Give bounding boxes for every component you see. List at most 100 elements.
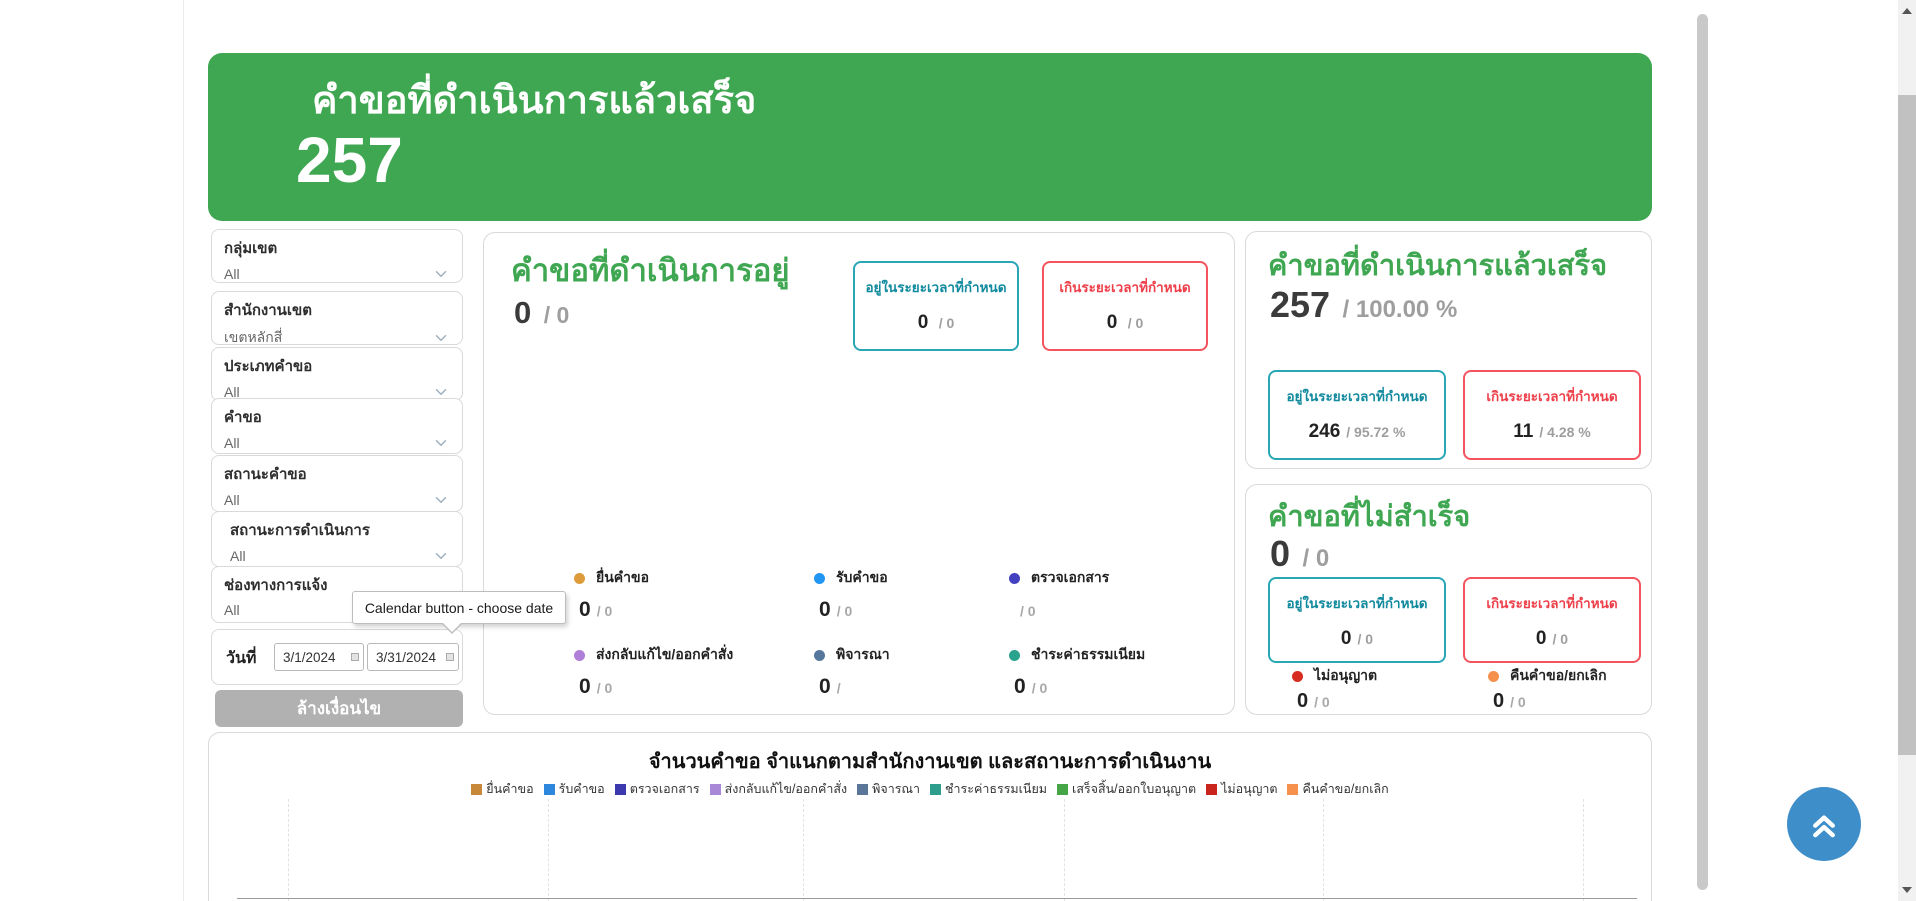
status-value-row: 0/ xyxy=(819,675,890,699)
filter-operation-status: สถานะการดำเนินการ All xyxy=(211,511,463,567)
status-value: 0 xyxy=(1493,690,1505,712)
chevron-down-icon xyxy=(435,389,447,395)
calendar-tooltip: Calendar button - choose date xyxy=(352,591,566,634)
filter-request-status: สถานะคำขอ All xyxy=(211,455,463,512)
status-item: ไม่อนุญาต 0 / 0 xyxy=(1292,665,1377,713)
selected-value: เขตหลักสี่ xyxy=(224,329,283,345)
on-time-denominator: / 0 xyxy=(1357,631,1374,647)
calendar-icon[interactable] xyxy=(351,653,359,661)
selected-value: All xyxy=(224,492,240,508)
on-time-denominator: / 95.72 % xyxy=(1346,424,1406,440)
legend-swatch xyxy=(709,783,721,795)
scroll-to-top-button[interactable] xyxy=(1787,787,1861,861)
status-label: พิจารณา xyxy=(836,646,890,662)
legend-item: ส่งกลับแก้ไข/ออกคำสั่ง xyxy=(709,779,848,799)
window-scrollbar[interactable] xyxy=(1898,0,1916,901)
container-left-border xyxy=(183,0,184,901)
legend-swatch xyxy=(1287,783,1299,795)
legend-item: ชำระค่าธรรมเนียม xyxy=(930,779,1047,799)
overdue-denominator: / 0 xyxy=(1552,631,1569,647)
start-date-wrap xyxy=(274,643,364,671)
bar-chart-panel: จำนวนคำขอ จำแนกตามสำนักงานเขต และสถานะกา… xyxy=(208,732,1652,901)
overdue-value: 0 xyxy=(1535,628,1547,649)
status-value: 0 xyxy=(819,598,831,621)
on-time-label: อยู่ในระยะเวลาที่กำหนด xyxy=(1286,596,1428,611)
status-value-row: 0 / 0 xyxy=(579,675,733,699)
panel-title: คำขอที่ไม่สำเร็จ xyxy=(1268,501,1471,533)
total-denominator: / 0 xyxy=(1302,545,1330,572)
status-label: รับคำขอ xyxy=(836,569,888,585)
legend-label: พิจารณา xyxy=(872,782,921,796)
start-date-input[interactable] xyxy=(274,643,364,671)
legend-item: เสร็จสิ้น/ออกใบอนุญาต xyxy=(1057,779,1196,799)
district-group-select[interactable]: All xyxy=(224,265,450,283)
status-item: ยื่นคำขอ 0 / 0 xyxy=(574,567,649,622)
status-dot xyxy=(1009,572,1020,584)
overdue-card: เกินระยะเวลาที่กำหนด 0 / 0 xyxy=(1463,577,1641,663)
legend-label: ชำระค่าธรรมเนียม xyxy=(945,782,1048,796)
window-scrollbar-thumb[interactable] xyxy=(1898,95,1916,755)
panel-total: 257 / 100.00 % xyxy=(1270,284,1457,326)
on-time-denominator: / 0 xyxy=(938,315,955,331)
status-value: 0 xyxy=(579,675,591,698)
selected-value: All xyxy=(230,548,246,564)
content-scrollbar-thumb[interactable] xyxy=(1697,14,1708,890)
status-item: รับคำขอ 0 / 0 xyxy=(814,567,888,622)
overdue-card: เกินระยะเวลาที่กำหนด 11 / 4.28 % xyxy=(1463,370,1641,460)
operation-status-select[interactable]: All xyxy=(224,547,450,565)
status-label: ยื่นคำขอ xyxy=(596,569,649,585)
status-item: ตรวจเอกสาร / 0 xyxy=(1009,567,1109,622)
legend-label: เสร็จสิ้น/ออกใบอนุญาต xyxy=(1072,782,1197,796)
overdue-value: 11 xyxy=(1513,421,1534,442)
district-office-select[interactable]: เขตหลักสี่ xyxy=(224,327,450,349)
failed-panel: คำขอที่ไม่สำเร็จ 0 / 0 อยู่ในระยะเวลาที่… xyxy=(1245,484,1652,715)
banner-title: คำขอที่ดำเนินการแล้วเสร็จ xyxy=(312,80,757,122)
status-dot xyxy=(814,572,825,584)
filter-label: สถานะคำขอ xyxy=(224,466,307,483)
total-value: 257 xyxy=(1270,284,1331,325)
legend-swatch xyxy=(1057,783,1069,795)
legend-label: ส่งกลับแก้ไข/ออกคำสั่ง xyxy=(724,782,848,796)
filter-label: กลุ่มเขต xyxy=(224,240,278,257)
status-denominator: / 0 xyxy=(596,603,613,619)
request-status-select[interactable]: All xyxy=(224,491,450,509)
clear-filters-button[interactable]: ล้างเงื่อนไข xyxy=(215,690,463,727)
on-time-card: อยู่ในระยะเวลาที่กำหนด 0 / 0 xyxy=(1268,577,1446,663)
completed-panel: คำขอที่ดำเนินการแล้วเสร็จ 257 / 100.00 %… xyxy=(1245,231,1652,469)
status-dot xyxy=(814,649,825,661)
legend-item: คืนคำขอ/ยกเลิก xyxy=(1287,779,1389,799)
on-time-card: อยู่ในระยะเวลาที่กำหนด 246 / 95.72 % xyxy=(1268,370,1446,460)
status-item: คืนคำขอ/ยกเลิก 0 / 0 xyxy=(1488,665,1607,713)
status-value-row: 0 / 0 xyxy=(1014,675,1145,699)
legend-item: รับคำขอ xyxy=(543,779,605,799)
chevron-down-icon xyxy=(435,271,447,277)
status-label: ชำระค่าธรรมเนียม xyxy=(1031,646,1146,662)
calendar-icon[interactable] xyxy=(446,653,454,661)
chevron-down-icon xyxy=(435,497,447,503)
legend-item: ตรวจเอกสาร xyxy=(614,779,700,799)
status-value-row: 0 / 0 xyxy=(1297,690,1377,713)
legend-label: รับคำขอ xyxy=(558,782,605,796)
status-denominator: / 0 xyxy=(596,680,613,696)
filter-district-group: กลุ่มเขต All xyxy=(211,229,463,283)
status-denominator: / xyxy=(836,680,841,696)
chart-x-axis xyxy=(237,898,1637,899)
on-time-value-row: 0 / 0 xyxy=(855,312,1017,334)
end-date-input[interactable] xyxy=(367,643,459,671)
legend-swatch xyxy=(471,783,483,795)
request-select[interactable]: All xyxy=(224,434,450,452)
scrollbar-down-arrow[interactable] xyxy=(1898,881,1916,899)
notification-channel-select[interactable]: All xyxy=(224,602,450,618)
chart-gridline xyxy=(1064,799,1065,901)
overdue-label: เกินระยะเวลาที่กำหนด xyxy=(1486,389,1618,404)
overdue-denominator: / 0 xyxy=(1127,315,1144,331)
status-dot xyxy=(1488,670,1499,682)
total-value: 0 xyxy=(514,295,532,330)
request-type-select[interactable]: All xyxy=(224,383,450,401)
status-value: 0 xyxy=(1014,675,1026,698)
filter-label: สถานะการดำเนินการ xyxy=(230,522,370,539)
chart-title: จำนวนคำขอ จำแนกตามสำนักงานเขต และสถานะกา… xyxy=(648,751,1212,773)
status-denominator: / 0 xyxy=(1031,680,1048,696)
date-filter: วันที่ xyxy=(211,629,463,685)
scrollbar-up-arrow[interactable] xyxy=(1898,2,1916,20)
